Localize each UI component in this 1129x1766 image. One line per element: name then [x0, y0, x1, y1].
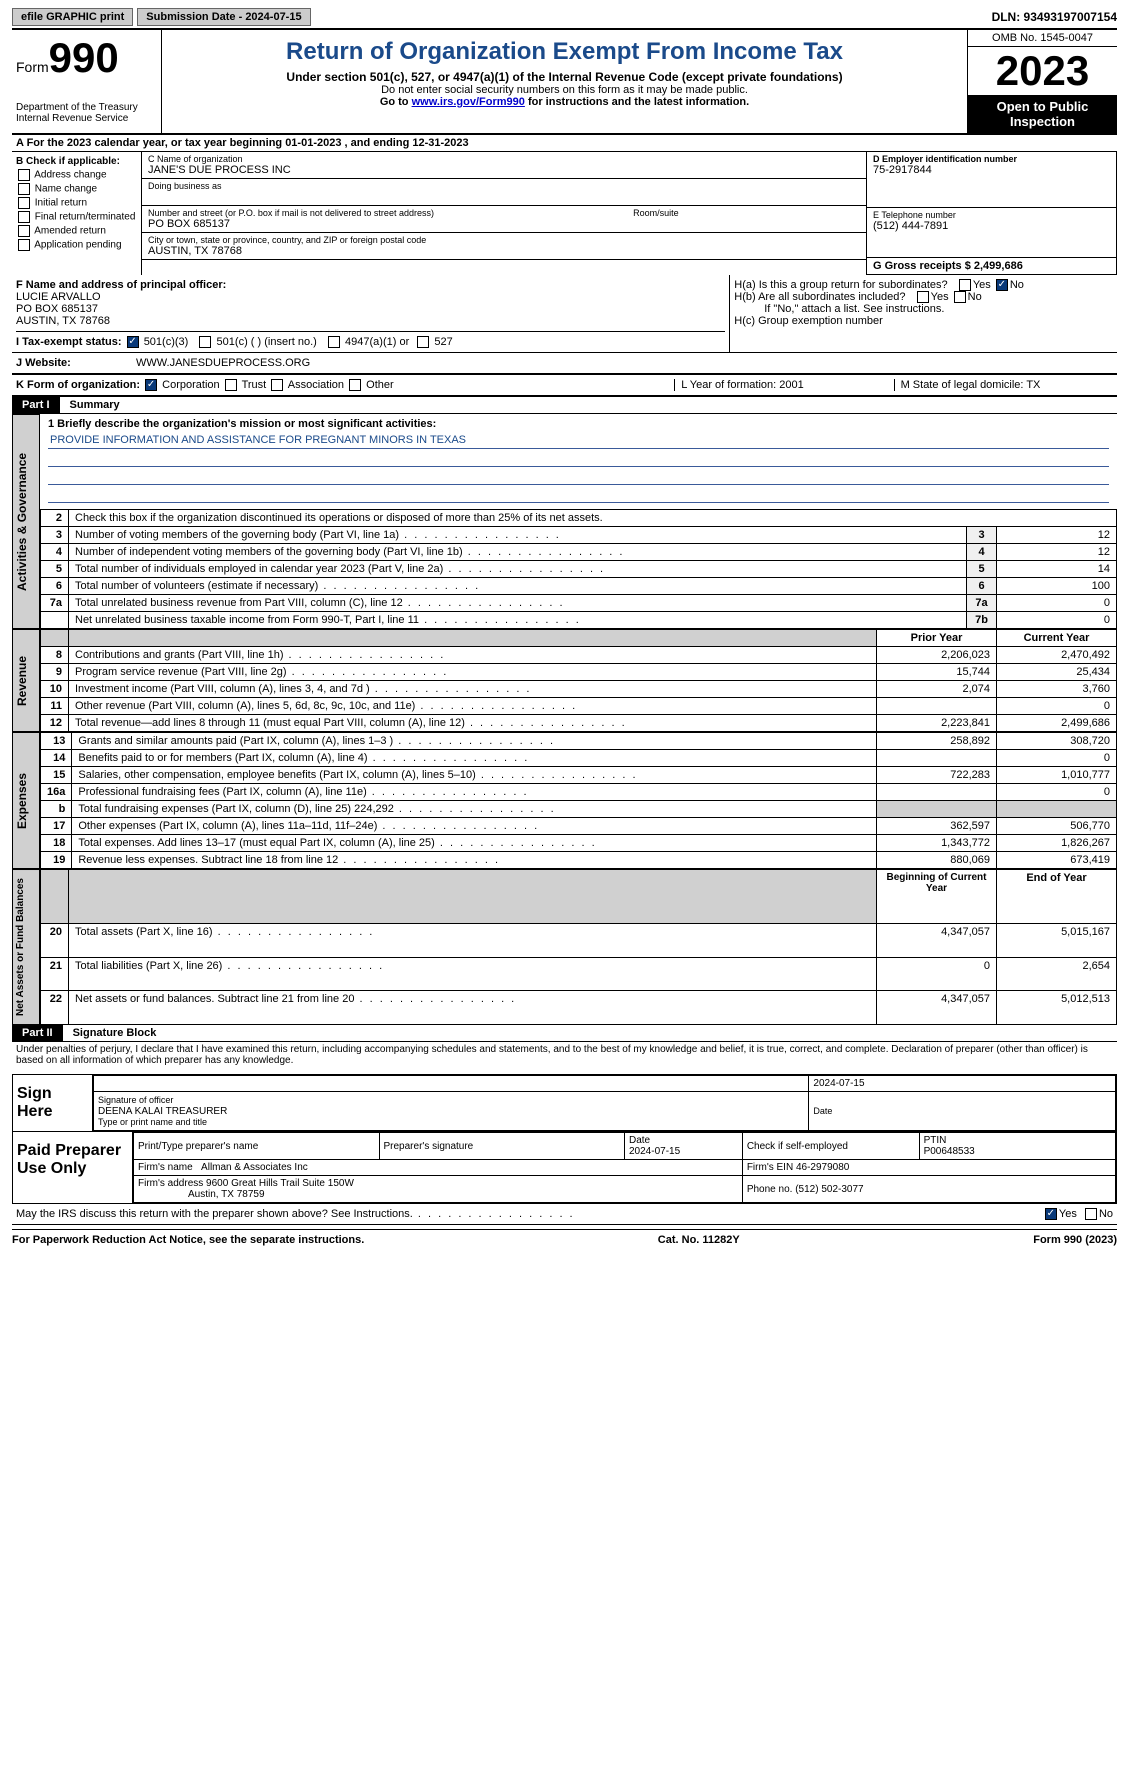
hb-no[interactable] [954, 291, 966, 303]
ha-yes[interactable] [959, 279, 971, 291]
row-k-l-m: K Form of organization: Corporation Trus… [12, 375, 1117, 397]
street-address: PO BOX 685137 [148, 218, 621, 230]
row-f-h: F Name and address of principal officer:… [12, 275, 1117, 353]
summary-revenue: Revenue Prior YearCurrent Year 8Contribu… [12, 629, 1117, 732]
irs-link[interactable]: www.irs.gov/Form990 [412, 96, 525, 108]
sign-here-label: Sign Here [13, 1075, 93, 1131]
vtab-expenses: Expenses [12, 732, 40, 869]
page-footer: For Paperwork Reduction Act Notice, see … [12, 1229, 1117, 1250]
row-a-calendar-year: A For the 2023 calendar year, or tax yea… [12, 135, 1117, 152]
efile-button[interactable]: efile GRAPHIC print [12, 8, 133, 26]
state-domicile: M State of legal domicile: TX [894, 379, 1113, 391]
chk-initial-return[interactable]: Initial return [16, 197, 137, 209]
firm-name: Allman & Associates Inc [201, 1162, 308, 1173]
ptin: P00648533 [924, 1146, 975, 1157]
chk-name-change[interactable]: Name change [16, 183, 137, 195]
vtab-governance: Activities & Governance [12, 414, 40, 629]
officer-name: LUCIE ARVALLO [16, 291, 101, 303]
hb-yes[interactable] [917, 291, 929, 303]
goto-note: Go to www.irs.gov/Form990 for instructio… [170, 96, 959, 108]
vtab-revenue: Revenue [12, 629, 40, 732]
form-label: Form [16, 59, 49, 75]
entity-block: B Check if applicable: Address change Na… [12, 152, 1117, 275]
form-subtitle: Under section 501(c), 527, or 4947(a)(1)… [170, 70, 959, 84]
website-url: WWW.JANESDUEPROCESS.ORG [136, 357, 1113, 369]
discuss-row: May the IRS discuss this return with the… [12, 1204, 1117, 1225]
ein: 75-2917844 [873, 164, 1110, 176]
public-inspection: Open to Public Inspection [968, 95, 1117, 133]
expenses-table: 13Grants and similar amounts paid (Part … [40, 732, 1117, 869]
chk-amended[interactable]: Amended return [16, 225, 137, 237]
signature-block: Sign Here 2024-07-15 Signature of office… [12, 1074, 1117, 1204]
discuss-yes[interactable] [1045, 1208, 1057, 1220]
gross-receipts: G Gross receipts $ 2,499,686 [873, 260, 1023, 272]
chk-4947[interactable] [328, 336, 340, 348]
department: Department of the Treasury Internal Reve… [16, 102, 157, 124]
preparer-table: Print/Type preparer's name Preparer's si… [133, 1132, 1116, 1203]
chk-527[interactable] [417, 336, 429, 348]
row-j-website: J Website: WWW.JANESDUEPROCESS.ORG [12, 353, 1117, 375]
chk-corp[interactable] [145, 379, 157, 391]
form-header: Form990 Department of the Treasury Inter… [12, 30, 1117, 135]
dln: DLN: 93493197007154 [992, 10, 1117, 24]
revenue-table: Prior YearCurrent Year 8Contributions an… [40, 629, 1117, 732]
paid-preparer-label: Paid Preparer Use Only [13, 1132, 133, 1203]
tax-year: 2023 [968, 47, 1117, 95]
chk-app-pending[interactable]: Application pending [16, 239, 137, 251]
box-b: B Check if applicable: Address change Na… [12, 152, 142, 275]
box-d-e-g: D Employer identification number75-29178… [867, 152, 1117, 275]
summary-net-assets: Net Assets or Fund Balances Beginning of… [12, 869, 1117, 1025]
year-formation: L Year of formation: 2001 [674, 379, 893, 391]
city-state-zip: AUSTIN, TX 78768 [148, 245, 860, 257]
officer-signature-name: DEENA KALAI TREASURER [98, 1106, 227, 1117]
part2-header: Part IISignature Block [12, 1025, 1117, 1042]
form-number: 990 [49, 34, 119, 81]
chk-other[interactable] [349, 379, 361, 391]
chk-final-return[interactable]: Final return/terminated [16, 211, 137, 223]
top-toolbar: efile GRAPHIC print Submission Date - 20… [12, 8, 1117, 30]
chk-501c[interactable] [199, 336, 211, 348]
org-name: JANE'S DUE PROCESS INC [148, 164, 860, 176]
governance-table: 2Check this box if the organization disc… [40, 509, 1117, 629]
part1-header: Part ISummary [12, 397, 1117, 414]
form-title: Return of Organization Exempt From Incom… [170, 38, 959, 66]
phone: (512) 444-7891 [873, 220, 1110, 232]
chk-address-change[interactable]: Address change [16, 169, 137, 181]
ssn-note: Do not enter social security numbers on … [170, 84, 959, 96]
firm-ein: 46-2979080 [796, 1162, 849, 1173]
submission-date: Submission Date - 2024-07-15 [137, 8, 310, 26]
vtab-net-assets: Net Assets or Fund Balances [12, 869, 40, 1025]
ha-no[interactable] [996, 279, 1008, 291]
perjury-declaration: Under penalties of perjury, I declare th… [12, 1042, 1117, 1068]
summary-governance: Activities & Governance 1 Briefly descri… [12, 414, 1117, 629]
box-c: C Name of organizationJANE'S DUE PROCESS… [142, 152, 867, 275]
mission-text: PROVIDE INFORMATION AND ASSISTANCE FOR P… [48, 432, 1109, 449]
sign-date: 2024-07-15 [809, 1076, 1116, 1092]
discuss-no[interactable] [1085, 1208, 1097, 1220]
firm-address: 9600 Great Hills Trail Suite 150W [206, 1178, 354, 1189]
net-assets-table: Beginning of Current YearEnd of Year 20T… [40, 869, 1117, 1025]
chk-trust[interactable] [225, 379, 237, 391]
omb-number: OMB No. 1545-0047 [968, 30, 1117, 47]
chk-assoc[interactable] [271, 379, 283, 391]
summary-expenses: Expenses 13Grants and similar amounts pa… [12, 732, 1117, 869]
chk-501c3[interactable] [127, 336, 139, 348]
firm-phone: (512) 502-3077 [795, 1184, 863, 1195]
